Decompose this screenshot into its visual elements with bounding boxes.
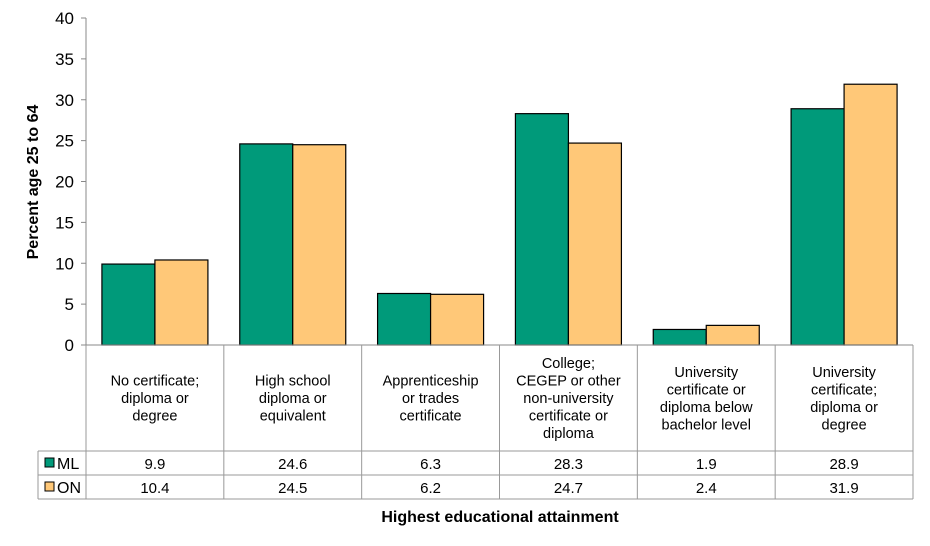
table-value-on: 2.4 <box>696 480 717 497</box>
table-value-ml: 6.3 <box>420 456 441 473</box>
y-tick-label: 35 <box>55 50 74 69</box>
table-value-on: 24.7 <box>554 480 583 497</box>
bar-on <box>705 324 760 346</box>
category-label: certificate; <box>811 382 877 398</box>
table-value-ml: 28.3 <box>554 456 583 473</box>
bar-on <box>429 293 485 346</box>
legend-label-ml: ML <box>57 456 79 473</box>
category-label: certificate <box>400 409 462 425</box>
table-value-ml: 9.9 <box>144 456 165 473</box>
bar-on <box>843 83 898 346</box>
category-label: bachelor level <box>662 417 751 433</box>
y-tick-label: 5 <box>65 295 74 314</box>
category-label: diploma or <box>810 400 878 416</box>
table-value-ml: 28.9 <box>829 456 858 473</box>
category-label: College; <box>542 356 595 372</box>
bar-ml <box>514 113 570 346</box>
category-label: diploma or <box>259 391 327 407</box>
category-label: equivalent <box>260 409 326 425</box>
table-value-on: 31.9 <box>829 480 858 497</box>
bar-ml <box>790 108 845 346</box>
bar-on <box>567 142 623 346</box>
bar-on <box>154 259 209 346</box>
y-tick-label: 15 <box>55 213 74 232</box>
y-tick-label: 25 <box>55 132 74 151</box>
bar-ml <box>101 263 156 346</box>
category-label: or trades <box>402 391 459 407</box>
y-tick-label: 10 <box>55 254 74 273</box>
category-label: CEGEP or other <box>516 374 621 390</box>
legend-label-on: ON <box>57 480 81 497</box>
category-label: diploma <box>543 426 595 442</box>
table-value-on: 10.4 <box>140 480 169 497</box>
x-axis-label: Highest educational attainment <box>381 509 619 526</box>
y-tick-label: 20 <box>55 173 74 192</box>
category-label: diploma below <box>660 400 753 416</box>
table-value-on: 6.2 <box>420 480 441 497</box>
bar-ml <box>239 143 294 346</box>
y-tick-label: 40 <box>55 9 74 28</box>
legend-key-on <box>44 481 55 492</box>
category-label: diploma or <box>121 391 189 407</box>
category-label: non-university <box>523 391 614 407</box>
y-axis-label: Percent age 25 to 64 <box>25 105 42 260</box>
category-label: certificate or <box>667 382 746 398</box>
category-label: degree <box>132 409 177 425</box>
bar-ml <box>652 328 707 346</box>
bar-ml <box>376 292 432 346</box>
category-label: University <box>674 365 738 381</box>
bar-on <box>292 144 347 346</box>
category-label: degree <box>822 417 867 433</box>
category-label: certificate or <box>529 409 608 425</box>
y-tick-label: 0 <box>65 336 74 355</box>
legend-key-ml <box>44 457 55 468</box>
category-label: Apprenticeship <box>383 374 479 390</box>
category-label: High school <box>255 374 331 390</box>
table-value-on: 24.5 <box>278 480 307 497</box>
y-tick-label: 30 <box>55 91 74 110</box>
table-value-ml: 1.9 <box>696 456 717 473</box>
category-label: No certificate; <box>111 374 200 390</box>
category-label: University <box>812 365 876 381</box>
table-value-ml: 24.6 <box>278 456 307 473</box>
